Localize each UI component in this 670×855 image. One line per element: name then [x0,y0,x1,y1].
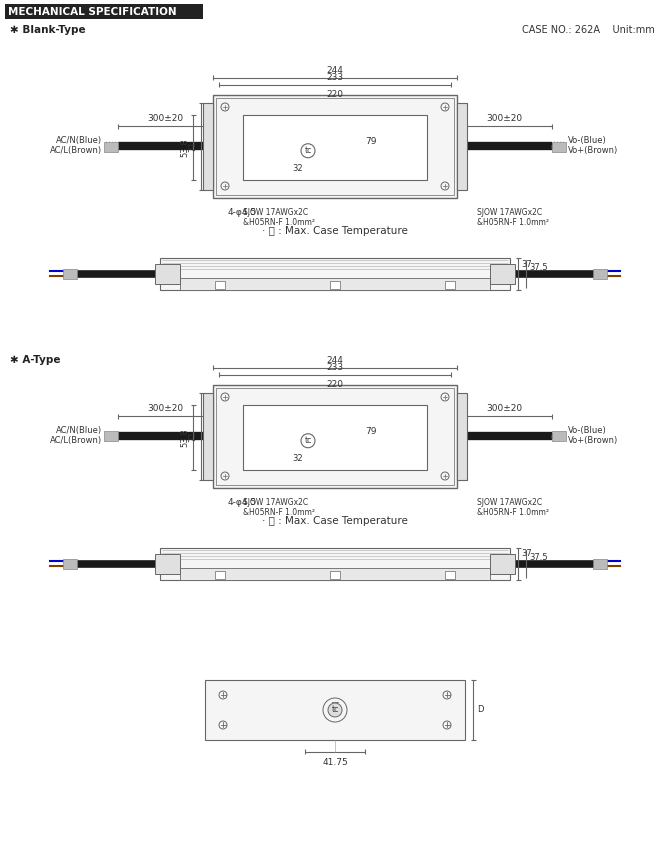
Text: 233: 233 [326,363,344,372]
Text: AC/L(Brown): AC/L(Brown) [50,436,102,445]
Text: 37: 37 [521,260,532,268]
Text: 4-φ4.5: 4-φ4.5 [228,498,257,507]
Text: Vo-(Blue): Vo-(Blue) [568,136,607,145]
Bar [243,115,427,180]
Bar [330,281,340,289]
Text: SJOW 17AWGx2C
&H05RN-F 1.0mm²: SJOW 17AWGx2C &H05RN-F 1.0mm² [477,208,549,227]
Text: 41.75: 41.75 [322,758,348,767]
Text: 37: 37 [521,550,532,558]
Text: SJOW 17AWGx2C
&H05RN-F 1.0mm²: SJOW 17AWGx2C &H05RN-F 1.0mm² [477,498,549,517]
Bar [203,393,213,480]
Bar [155,554,180,574]
Bar [552,432,566,441]
Text: ✱ A-Type: ✱ A-Type [10,355,60,365]
Text: tc: tc [304,436,312,445]
Text: 37.5: 37.5 [529,552,547,562]
Text: 71: 71 [188,431,197,442]
Bar [155,264,180,284]
Bar [215,281,225,289]
Bar [593,559,607,569]
Bar [330,571,340,579]
Text: 300±20: 300±20 [486,114,523,122]
Text: 300±20: 300±20 [147,404,184,412]
Bar [216,98,454,195]
Text: 220: 220 [326,380,344,389]
Text: AC/N(Blue): AC/N(Blue) [56,426,102,435]
Bar [5,4,203,19]
Text: AC/L(Brown): AC/L(Brown) [50,146,102,155]
Text: 32: 32 [292,454,303,463]
Bar [213,95,457,198]
Text: 79: 79 [365,427,377,436]
Bar [63,559,77,569]
Bar [104,141,118,151]
Text: Vo+(Brown): Vo+(Brown) [568,436,618,445]
Bar [457,103,467,190]
Text: SJOW 17AWGx2C
&H05RN-F 1.0mm²: SJOW 17AWGx2C &H05RN-F 1.0mm² [243,498,315,517]
Bar [457,393,467,480]
Bar [490,554,515,574]
Bar [216,388,454,485]
Bar [213,385,457,488]
Text: 53.8: 53.8 [180,428,189,447]
Bar [445,571,455,579]
Text: · Ⓣ : Max. Case Temperature: · Ⓣ : Max. Case Temperature [262,226,408,236]
Bar [445,281,455,289]
Bar [160,258,510,290]
Text: 244: 244 [326,356,344,365]
Text: 4-φ4.5: 4-φ4.5 [228,208,257,217]
Text: · Ⓣ : Max. Case Temperature: · Ⓣ : Max. Case Temperature [262,516,408,526]
Text: MECHANICAL SPECIFICATION: MECHANICAL SPECIFICATION [8,7,177,17]
Bar [593,269,607,279]
Bar [63,269,77,279]
Text: 53.8: 53.8 [180,139,189,156]
Text: 220: 220 [326,90,344,99]
Bar [205,680,465,740]
Text: 71: 71 [188,141,197,152]
Text: 37.5: 37.5 [529,262,547,272]
Circle shape [328,703,342,717]
Bar [104,432,118,441]
Text: 244: 244 [326,66,344,75]
Text: 32: 32 [292,164,303,174]
Text: CASE NO.: 262A    Unit:mm: CASE NO.: 262A Unit:mm [522,25,655,35]
Text: D: D [477,705,484,715]
Bar [243,405,427,470]
Text: 79: 79 [365,137,377,145]
Text: tc: tc [332,705,338,715]
Text: Vo+(Brown): Vo+(Brown) [568,146,618,155]
Bar [203,103,213,190]
Text: AC/N(Blue): AC/N(Blue) [56,136,102,145]
Bar [160,548,510,580]
Text: Vo-(Blue): Vo-(Blue) [568,426,607,435]
Text: ✱ Blank-Type: ✱ Blank-Type [10,25,86,35]
Bar [180,278,490,290]
Text: tc: tc [304,146,312,156]
Bar [215,571,225,579]
Text: 300±20: 300±20 [486,404,523,412]
Text: 233: 233 [326,73,344,82]
Text: 300±20: 300±20 [147,114,184,122]
Bar [490,264,515,284]
Text: SJOW 17AWGx2C
&H05RN-F 1.0mm²: SJOW 17AWGx2C &H05RN-F 1.0mm² [243,208,315,227]
Bar [180,568,490,580]
Bar [552,141,566,151]
